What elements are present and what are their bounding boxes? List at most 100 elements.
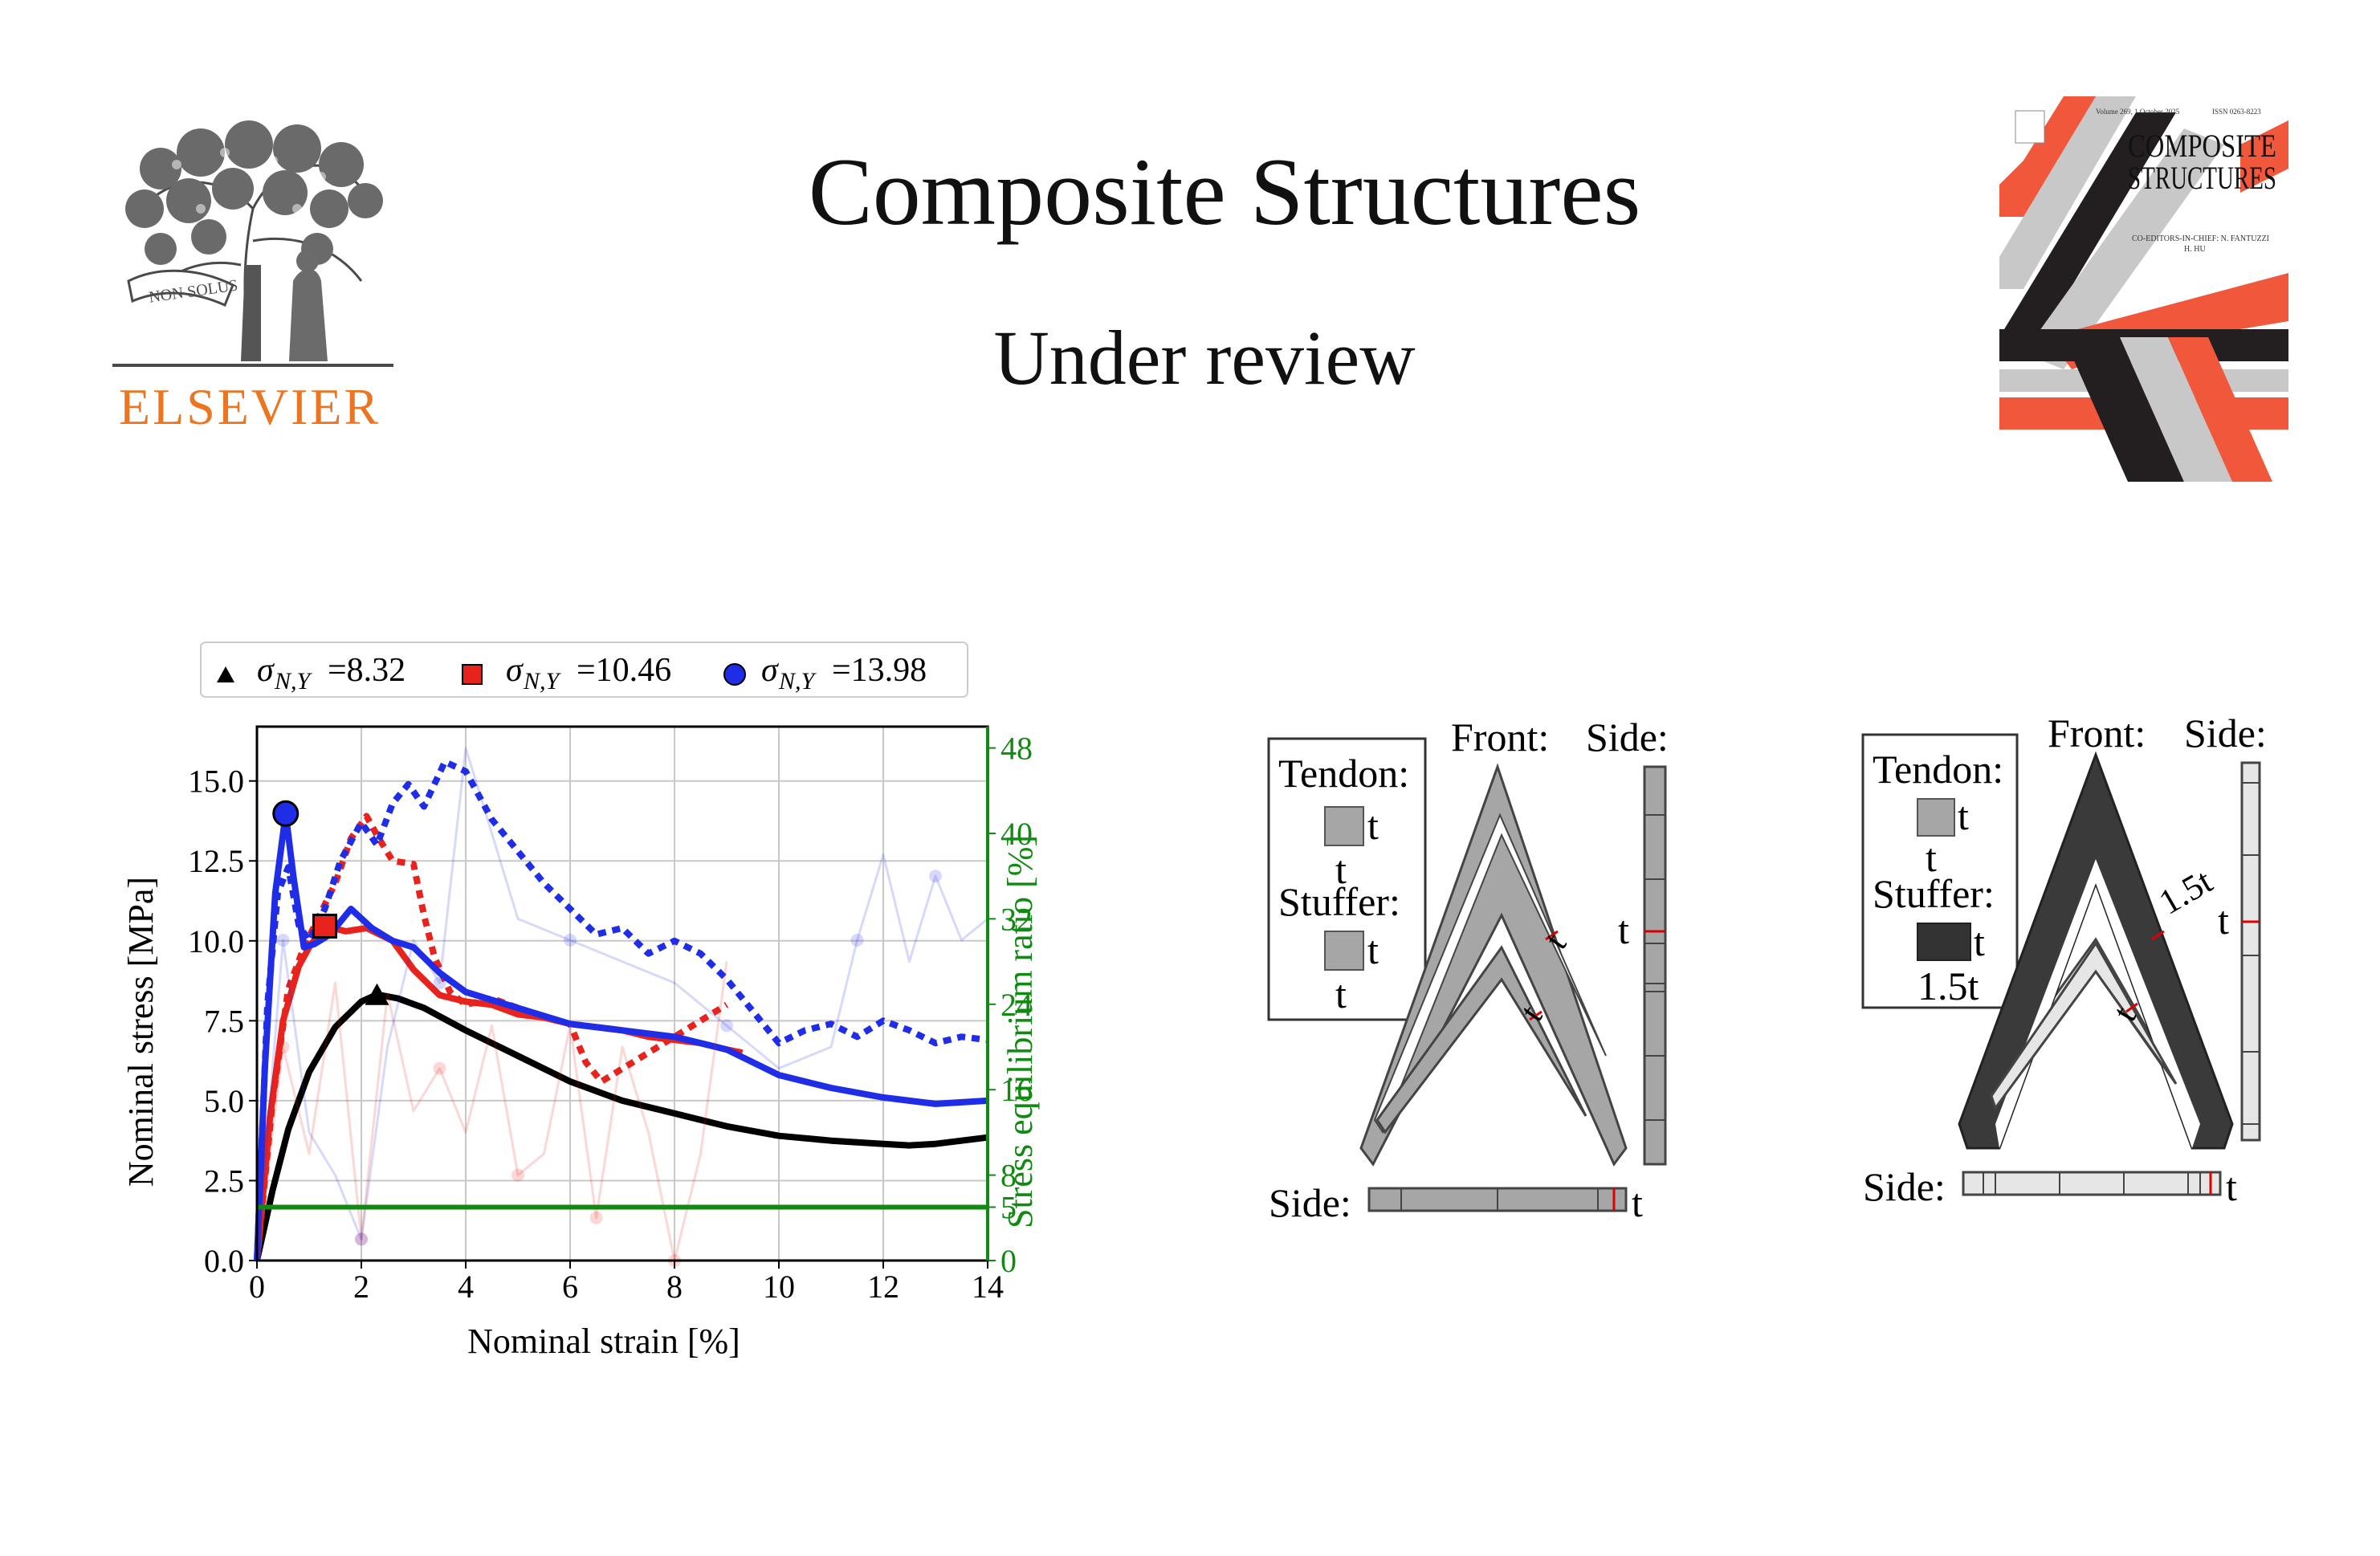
journal-cover-image: Volume 269, 1 October 2025 ISSN 0263-822… — [1999, 96, 2288, 482]
journal-title: Composite Structures — [808, 138, 1641, 245]
tendon-dim-right: t — [1958, 793, 1969, 838]
x-tick-label: 2 — [353, 1269, 369, 1305]
cover-editors-line2: H. HU — [2184, 245, 2206, 254]
review-status: Under review — [993, 315, 1416, 401]
y2-tick-label: 5 — [1000, 1190, 1017, 1226]
series-line-3 — [254, 810, 988, 1261]
series-line-0 — [254, 991, 988, 1261]
y2-tick-label: 0 — [1000, 1243, 1017, 1279]
cross-section-box — [1861, 733, 2019, 1009]
cover-title-line2: STRUCTURES — [2128, 160, 2276, 196]
geometry-diagram-uniform: Tendon: t t Stuffer: t t Front: Side: t … — [1267, 715, 1669, 1225]
stuffer-cross-section — [1324, 931, 1364, 971]
y2-tick-label: 24 — [1000, 987, 1033, 1023]
x-tick-label: 8 — [666, 1269, 683, 1305]
front-outer-thickness: 1.5t — [2153, 862, 2219, 923]
elsevier-tree-icon: NON SOLUS — [112, 120, 393, 367]
front-label: Front: — [2048, 711, 2146, 756]
y-axis-label: Nominal stress [MPa] — [121, 877, 161, 1187]
front-view-inner-chevron — [1375, 945, 1587, 1134]
chart-legend: σ N,Y =8.32 σ N,Y =10.46 σ N,Y =13.98 — [200, 642, 968, 698]
series-faint-point — [355, 1232, 368, 1246]
stuffer-label: Stuffer: — [1278, 879, 1400, 924]
y-tick-label: 12.5 — [188, 843, 244, 879]
elsevier-wordmark: ELSEVIER — [119, 378, 381, 435]
series-faint-point — [929, 870, 942, 883]
series-faint-point — [511, 1168, 524, 1182]
x-tick-label: 4 — [458, 1269, 474, 1305]
legend-label-1-value: =8.32 — [328, 652, 405, 689]
y2-tick-label: 16 — [1000, 1072, 1033, 1108]
front-label: Front: — [1451, 715, 1549, 760]
x-tick-label: 10 — [763, 1269, 795, 1305]
stuffer-cross-section — [1917, 923, 1971, 961]
y-tick-label: 0.0 — [204, 1243, 244, 1279]
side-label-top: Side: — [2184, 711, 2267, 756]
legend-marker-circle — [723, 663, 746, 686]
side-horizontal-thickness: t — [1632, 1180, 1643, 1225]
side-label-bottom: Side: — [1863, 1164, 1946, 1209]
stuffer-label: Stuffer: — [1873, 871, 1995, 916]
tendon-dim-bottom: t — [1926, 835, 1937, 880]
x-tick-label: 14 — [972, 1269, 1004, 1305]
series-faint-point — [720, 1019, 733, 1033]
legend-label-1-symbol: σ — [257, 652, 275, 689]
side-view-horizontal — [1962, 1171, 2222, 1196]
cover-volume-text: Volume 269, 1 October 2025 — [2096, 108, 2180, 116]
front-view-gap — [1373, 813, 1607, 1134]
x-tick-label: 12 — [867, 1269, 899, 1305]
series-faint-point — [276, 934, 290, 947]
y2-tick-label: 40 — [1000, 816, 1033, 852]
x-tick-label: 6 — [562, 1269, 578, 1305]
y2-tick-label: 8 — [1000, 1158, 1017, 1194]
tendon-dim-right: t — [1367, 803, 1379, 848]
stuffer-dim-right: t — [1367, 927, 1379, 972]
side-view-vertical — [2240, 761, 2261, 1142]
yield-marker-circle — [272, 800, 300, 827]
legend-label-2-sub: N,Y — [523, 668, 562, 694]
side-vertical-thickness: t — [1618, 907, 1629, 952]
yield-marker-triangle — [365, 983, 389, 1005]
stuffer-dim-bottom: 1.5t — [1917, 963, 1979, 1008]
series-faint-point — [564, 934, 577, 947]
series-faint-point — [276, 1041, 290, 1053]
y2-tick-label: 48 — [1000, 731, 1033, 767]
series-line-5 — [255, 961, 728, 1262]
tendon-dim-bottom: t — [1335, 847, 1347, 892]
legend-marker-square — [462, 664, 483, 685]
y-tick-label: 15.0 — [188, 764, 244, 800]
stuffer-dim-right: t — [1974, 919, 1985, 964]
y-tick-label: 10.0 — [188, 923, 244, 959]
legend-label-2-value: =10.46 — [577, 652, 671, 689]
cross-section-box — [1267, 737, 1427, 1021]
y2-axis-label: Stress equilibrium ratio [%] — [1000, 835, 1040, 1228]
legend-label-3-value: =13.98 — [832, 652, 927, 689]
series-faint-point — [850, 934, 864, 947]
cover-issn-text: ISSN 0263-8223 — [2212, 108, 2261, 116]
geometry-diagram-thick-stuffer: Tendon: t t Stuffer: t 1.5t Front: Side:… — [1861, 711, 2267, 1209]
x-axis-label: Nominal strain [%] — [467, 1322, 740, 1361]
cover-editors-line1: CO-EDITORS-IN-CHIEF: N. FANTUZZI — [2132, 234, 2269, 243]
y-tick-label: 2.5 — [204, 1163, 244, 1199]
side-label-bottom: Side: — [1269, 1180, 1351, 1225]
tendon-cross-section — [1917, 798, 1955, 837]
series-faint-point — [433, 976, 446, 990]
series-faint-point — [589, 1211, 603, 1224]
side-vertical-thickness: t — [2218, 898, 2229, 943]
cover-title-line1: COMPOSITE — [2128, 128, 2276, 164]
legend-label-2-symbol: σ — [506, 652, 524, 689]
series-faint-point — [433, 1061, 446, 1075]
y-tick-label: 5.0 — [204, 1083, 244, 1119]
legend-label-1-sub: N,Y — [274, 668, 313, 694]
x-tick-label: 0 — [249, 1269, 265, 1305]
tendon-label: Tendon: — [1278, 751, 1409, 796]
stress-strain-chart: σ N,Y =8.32 σ N,Y =10.46 σ N,Y =13.98 0 2… — [121, 642, 1040, 1361]
side-label-top: Side: — [1586, 715, 1669, 760]
y-tick-label: 7.5 — [204, 1003, 244, 1039]
legend-label-3-sub: N,Y — [778, 668, 817, 694]
y2-tick-label: 32 — [1000, 901, 1033, 937]
tendon-label: Tendon: — [1873, 747, 2003, 792]
side-horizontal-thickness: t — [2226, 1164, 2237, 1209]
tendon-cross-section — [1324, 806, 1364, 846]
side-view-vertical — [1643, 765, 1667, 1166]
